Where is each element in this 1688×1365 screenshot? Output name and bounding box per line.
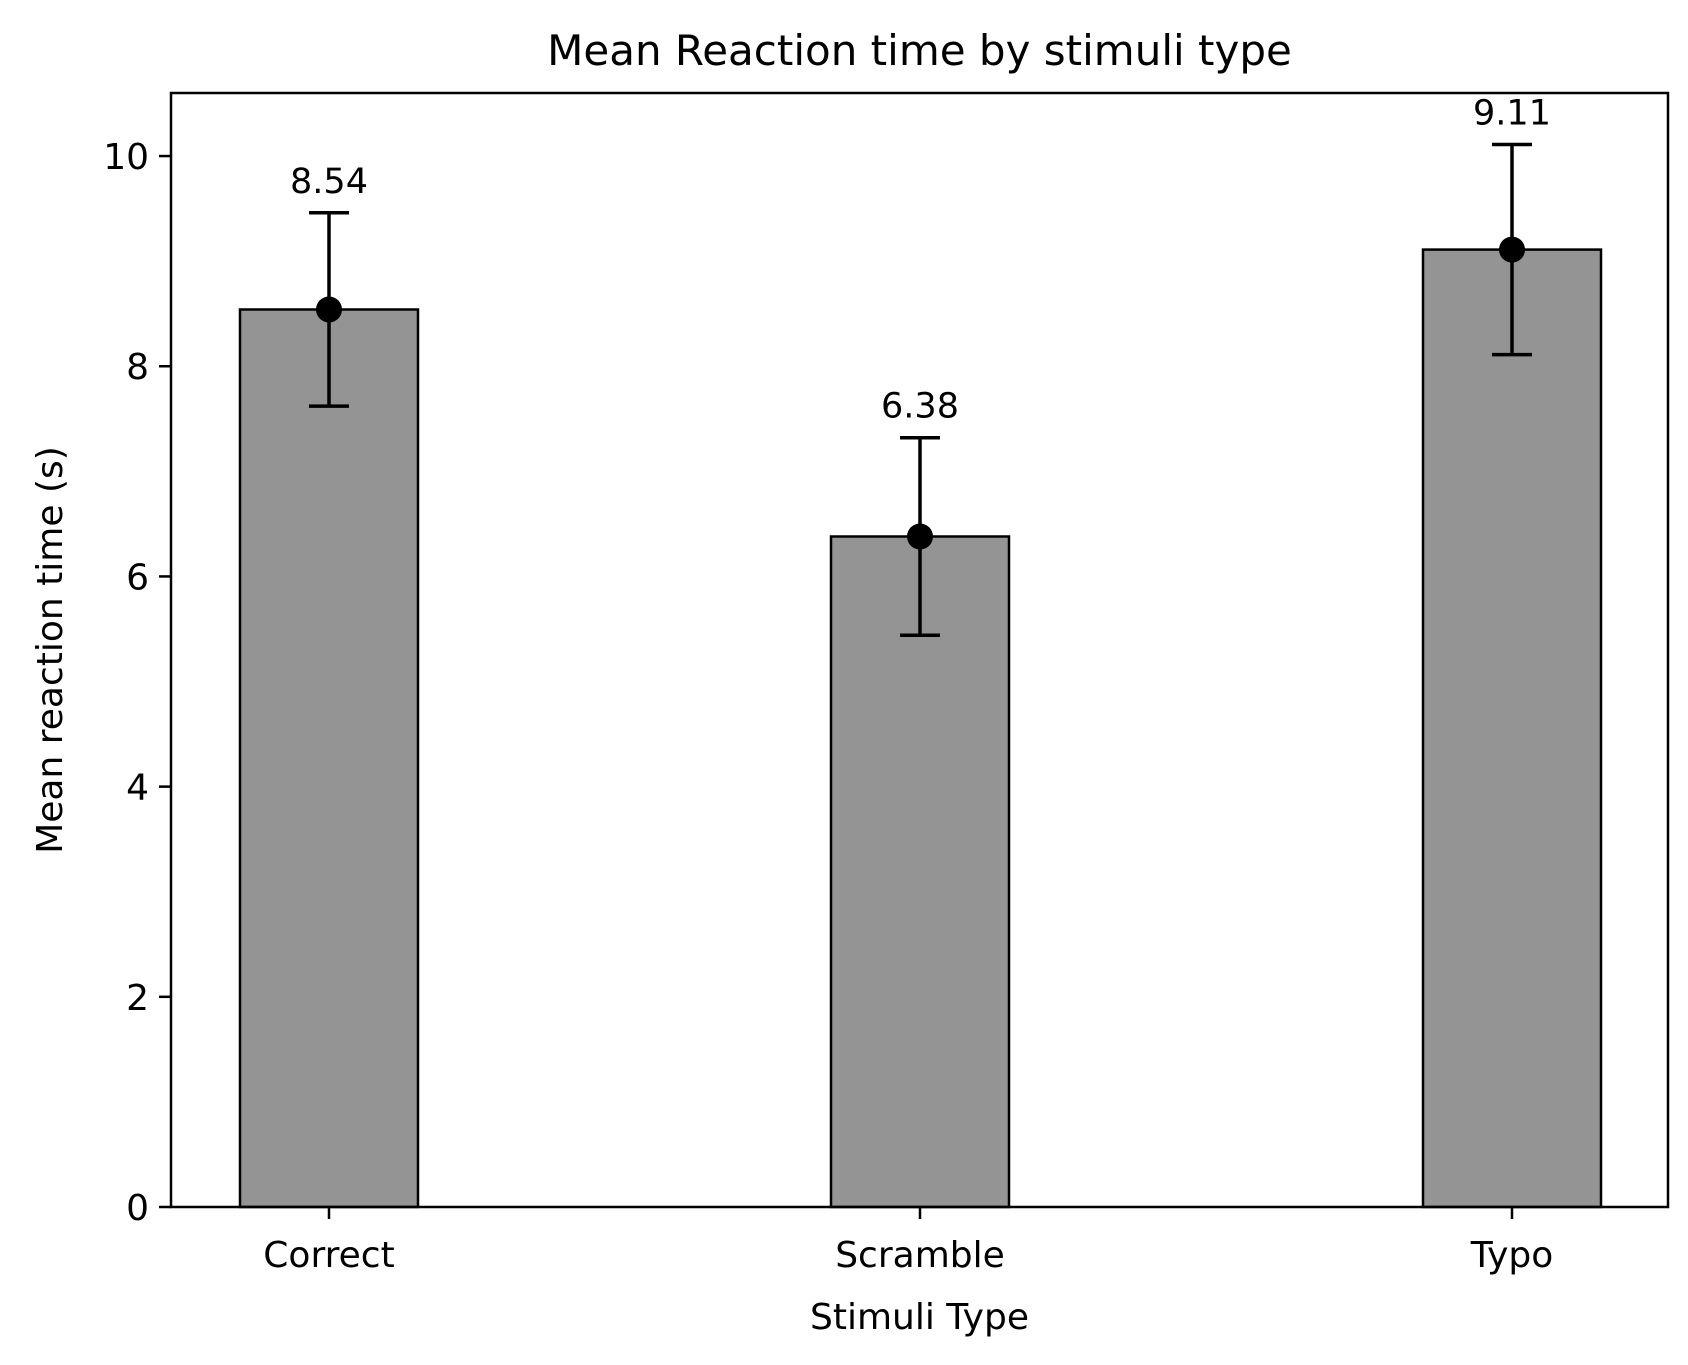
- y-axis-label: Mean reaction time (s): [30, 446, 71, 854]
- data-label-scramble: 6.38: [881, 387, 959, 427]
- y-tick-label: 2: [126, 978, 149, 1019]
- bar-typo: [1421, 248, 1603, 1209]
- data-labels-layer: 8.54 6.38 9.11: [290, 93, 1551, 426]
- y-tick-label: 10: [103, 137, 149, 178]
- y-tick-label: 0: [126, 1188, 149, 1229]
- data-label-correct: 8.54: [290, 162, 368, 202]
- mean-marker-typo: [1499, 236, 1525, 263]
- chart-title: Mean Reaction time by stimuli type: [547, 26, 1292, 75]
- data-label-typo: 9.11: [1473, 93, 1551, 133]
- y-tick-label: 8: [126, 347, 149, 388]
- bar-correct: [238, 308, 420, 1209]
- mean-marker-correct: [316, 296, 342, 323]
- y-tick-label: 6: [126, 557, 149, 598]
- x-axis-label: Stimuli Type: [810, 1297, 1029, 1338]
- x-axis: Correct Scramble Typo: [263, 1207, 1553, 1276]
- bars-layer: [238, 248, 1603, 1209]
- y-axis: 0 2 4 6 8 10: [103, 137, 171, 1229]
- x-tick-label-typo: Typo: [1470, 1235, 1554, 1276]
- error-bars-layer: [309, 142, 1532, 638]
- y-tick-label: 4: [126, 768, 149, 809]
- x-tick-label-scramble: Scramble: [835, 1235, 1005, 1276]
- bar-scramble: [829, 535, 1011, 1209]
- x-tick-label-correct: Correct: [263, 1235, 394, 1276]
- mean-marker-scramble: [907, 523, 933, 550]
